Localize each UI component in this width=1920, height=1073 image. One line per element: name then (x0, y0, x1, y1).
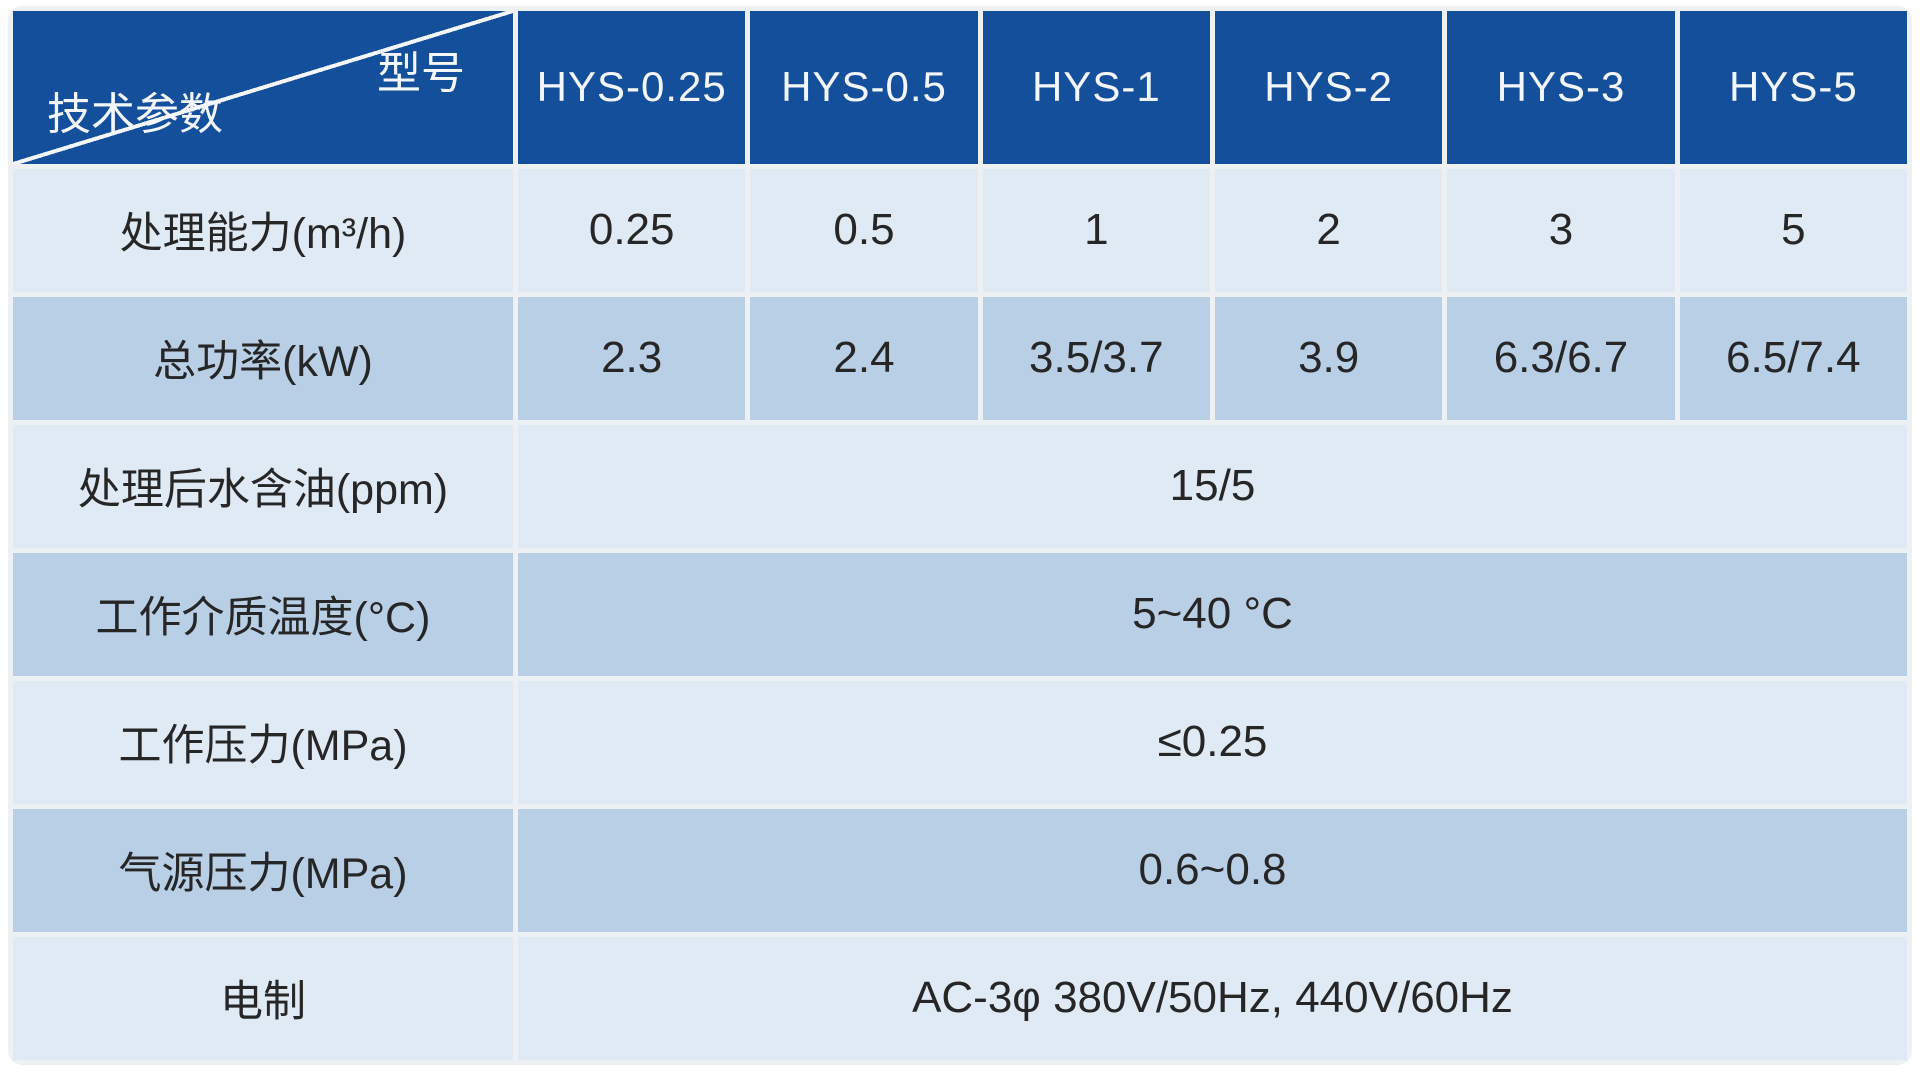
power-value: 6.3/6.7 (1447, 296, 1675, 420)
capacity-value: 5 (1679, 168, 1907, 292)
table-row-air-pressure: 气源压力(MPa) 0.6~0.8 (13, 808, 1907, 932)
row-label-total-power: 总功率(kW) (13, 296, 513, 420)
column-header-hys-3: HYS-3 (1447, 11, 1675, 164)
column-header-hys-5: HYS-5 (1679, 11, 1907, 164)
table-row-total-power: 总功率(kW) 2.3 2.4 3.5/3.7 3.9 6.3/6.7 6.5/… (13, 296, 1907, 420)
capacity-value: 0.5 (750, 168, 978, 292)
row-label-medium-temperature: 工作介质温度(°C) (13, 552, 513, 676)
corner-header-cell: 型号 技术参数 (13, 11, 513, 164)
table-row-electrical-system: 电制 AC-3φ 380V/50Hz, 440V/60Hz (13, 936, 1907, 1060)
power-value: 3.5/3.7 (982, 296, 1210, 420)
header-row: 型号 技术参数 HYS-0.25 HYS-0.5 HYS-1 HYS-2 HYS… (13, 11, 1907, 164)
row-label-oil-content: 处理后水含油(ppm) (13, 424, 513, 548)
table-row-working-pressure: 工作压力(MPa) ≤0.25 (13, 680, 1907, 804)
table-row-capacity: 处理能力(m³/h) 0.25 0.5 1 2 3 5 (13, 168, 1907, 292)
corner-label-model: 型号 (377, 49, 465, 98)
oil-content-value: 15/5 (518, 424, 1907, 548)
power-value: 6.5/7.4 (1679, 296, 1907, 420)
table-row-oil-content: 处理后水含油(ppm) 15/5 (13, 424, 1907, 548)
capacity-value: 1 (982, 168, 1210, 292)
column-header-hys-0-5: HYS-0.5 (750, 11, 978, 164)
row-label-working-pressure: 工作压力(MPa) (13, 680, 513, 804)
row-label-capacity: 处理能力(m³/h) (13, 168, 513, 292)
spec-table-container: 型号 技术参数 HYS-0.25 HYS-0.5 HYS-1 HYS-2 HYS… (8, 6, 1912, 1065)
air-pressure-value: 0.6~0.8 (518, 808, 1907, 932)
row-label-air-pressure: 气源压力(MPa) (13, 808, 513, 932)
corner-label-parameters: 技术参数 (47, 89, 223, 139)
column-header-hys-0-25: HYS-0.25 (518, 11, 746, 164)
column-header-hys-1: HYS-1 (982, 11, 1210, 164)
medium-temperature-value: 5~40 °C (518, 552, 1907, 676)
row-label-electrical-system: 电制 (13, 936, 513, 1060)
technical-parameters-table: 型号 技术参数 HYS-0.25 HYS-0.5 HYS-1 HYS-2 HYS… (8, 6, 1912, 1065)
capacity-value: 2 (1214, 168, 1443, 292)
capacity-value: 0.25 (518, 168, 746, 292)
table-row-medium-temperature: 工作介质温度(°C) 5~40 °C (13, 552, 1907, 676)
column-header-hys-2: HYS-2 (1214, 11, 1443, 164)
power-value: 3.9 (1214, 296, 1443, 420)
power-value: 2.3 (518, 296, 746, 420)
electrical-system-value: AC-3φ 380V/50Hz, 440V/60Hz (518, 936, 1907, 1060)
capacity-value: 3 (1447, 168, 1675, 292)
power-value: 2.4 (750, 296, 978, 420)
working-pressure-value: ≤0.25 (518, 680, 1907, 804)
